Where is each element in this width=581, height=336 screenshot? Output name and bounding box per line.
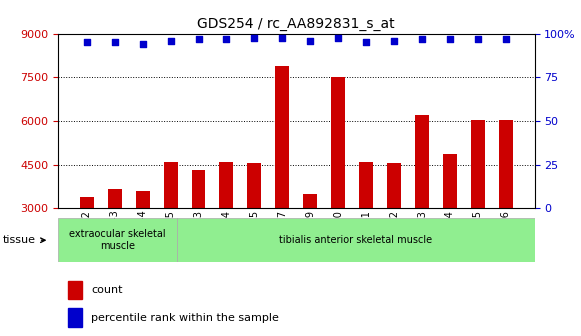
Point bbox=[474, 37, 483, 42]
Point bbox=[82, 40, 91, 45]
Point bbox=[306, 38, 315, 44]
Point bbox=[361, 40, 371, 45]
Bar bbox=[135, 191, 150, 208]
Point bbox=[222, 37, 231, 42]
Bar bbox=[67, 308, 82, 327]
Text: extraocular skeletal
muscle: extraocular skeletal muscle bbox=[69, 229, 166, 251]
Bar bbox=[443, 155, 457, 208]
Point bbox=[166, 38, 175, 44]
Bar bbox=[387, 163, 401, 208]
FancyBboxPatch shape bbox=[58, 218, 177, 262]
Bar bbox=[499, 120, 513, 208]
Bar bbox=[248, 163, 261, 208]
Title: GDS254 / rc_AA892831_s_at: GDS254 / rc_AA892831_s_at bbox=[198, 17, 395, 31]
Point bbox=[278, 35, 287, 41]
Point bbox=[110, 40, 119, 45]
Point bbox=[194, 37, 203, 42]
Bar bbox=[471, 120, 485, 208]
Bar bbox=[80, 197, 94, 208]
Point bbox=[333, 35, 343, 41]
Point bbox=[417, 37, 426, 42]
Bar bbox=[415, 115, 429, 208]
Bar bbox=[220, 162, 234, 208]
Bar bbox=[275, 66, 289, 208]
Bar bbox=[192, 170, 206, 208]
Bar bbox=[303, 194, 317, 208]
Text: percentile rank within the sample: percentile rank within the sample bbox=[91, 312, 279, 323]
Text: tissue: tissue bbox=[3, 235, 45, 245]
Bar bbox=[107, 190, 121, 208]
Point bbox=[138, 41, 147, 46]
Point bbox=[250, 35, 259, 41]
Point bbox=[446, 37, 455, 42]
Text: count: count bbox=[91, 285, 123, 295]
Bar bbox=[67, 281, 82, 299]
Bar bbox=[331, 77, 345, 208]
Point bbox=[501, 37, 511, 42]
Text: tibialis anterior skeletal muscle: tibialis anterior skeletal muscle bbox=[279, 235, 432, 245]
Point bbox=[389, 38, 399, 44]
Bar bbox=[359, 162, 373, 208]
Bar bbox=[164, 162, 178, 208]
FancyBboxPatch shape bbox=[177, 218, 535, 262]
